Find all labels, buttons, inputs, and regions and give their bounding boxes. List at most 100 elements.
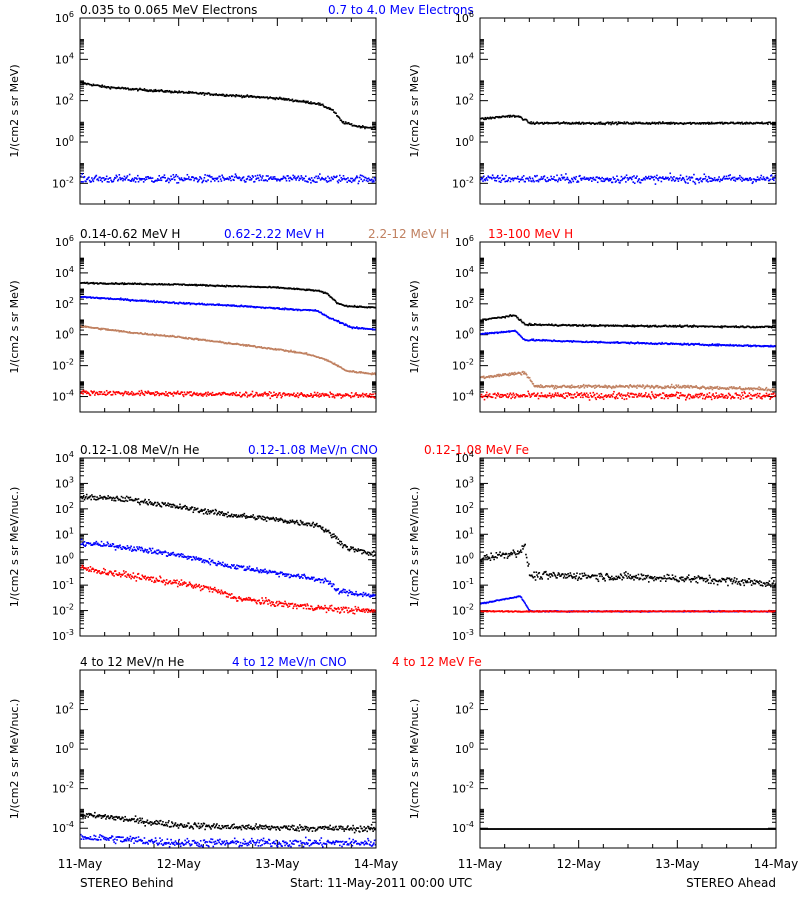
data-point — [265, 392, 268, 395]
data-point — [699, 177, 702, 179]
data-point — [744, 123, 747, 125]
data-point — [148, 392, 151, 395]
data-point — [708, 177, 711, 180]
data-point — [741, 180, 743, 182]
data-point — [265, 179, 267, 181]
data-point — [569, 180, 572, 183]
data-point — [154, 391, 157, 393]
data-point — [189, 394, 192, 396]
data-point — [338, 116, 340, 119]
data-point — [287, 392, 290, 395]
data-point — [151, 177, 154, 179]
data-point — [267, 393, 269, 395]
data-point — [580, 179, 583, 181]
data-point — [284, 176, 286, 179]
data-point — [105, 328, 108, 330]
data-point — [333, 111, 336, 114]
data-point — [154, 394, 156, 397]
data-point — [374, 179, 376, 181]
data-point — [357, 396, 360, 398]
data-point — [233, 176, 236, 179]
data-point — [368, 394, 371, 397]
data-point — [131, 394, 134, 396]
y-tick-label: 106 — [55, 234, 74, 249]
data-point — [577, 385, 580, 387]
data-point — [684, 181, 687, 184]
data-point — [219, 175, 221, 178]
data-point — [284, 394, 286, 397]
data-point — [240, 94, 243, 97]
data-point — [500, 317, 503, 319]
data-point — [282, 393, 284, 395]
data-point — [144, 390, 146, 393]
data-point — [506, 393, 509, 395]
data-point — [365, 393, 368, 395]
data-point — [359, 126, 362, 129]
data-point — [82, 392, 84, 395]
data-point — [134, 299, 137, 302]
data-point — [582, 385, 584, 387]
data-point — [282, 175, 285, 178]
data-point — [482, 395, 485, 398]
data-point — [689, 179, 692, 181]
data-point — [318, 177, 320, 179]
data-point — [151, 393, 153, 395]
data-point — [188, 90, 190, 93]
y-tick-label: 102 — [455, 296, 474, 311]
data-point — [535, 385, 538, 388]
data-point — [565, 178, 568, 181]
data-point — [494, 117, 496, 120]
data-point — [490, 117, 492, 120]
data-point — [117, 329, 120, 332]
data-point — [204, 174, 206, 176]
data-point — [106, 393, 109, 396]
data-point — [704, 122, 706, 124]
data-point — [316, 391, 319, 394]
data-point — [367, 396, 370, 398]
data-point — [773, 388, 775, 390]
data-point — [625, 325, 628, 328]
data-point — [222, 177, 225, 179]
data-point — [278, 307, 280, 309]
data-point — [637, 179, 640, 182]
data-point — [206, 174, 209, 177]
data-point — [304, 352, 307, 355]
data-point — [319, 173, 321, 175]
data-point — [269, 397, 272, 400]
data-point — [595, 386, 598, 388]
data-point — [698, 181, 700, 184]
data-point — [344, 122, 346, 125]
data-point — [750, 178, 753, 181]
data-point — [651, 121, 654, 124]
data-point — [522, 175, 525, 177]
data-point — [235, 391, 237, 394]
data-point — [605, 386, 607, 388]
data-point — [330, 392, 333, 395]
data-point — [210, 176, 213, 178]
data-point — [249, 176, 252, 179]
data-point — [320, 394, 323, 397]
data-point — [148, 89, 151, 91]
data-point — [157, 179, 160, 181]
data-point — [315, 393, 317, 396]
data-point — [695, 385, 697, 387]
data-point — [762, 176, 765, 178]
data-point — [242, 95, 245, 97]
data-point — [606, 177, 609, 180]
data-point — [131, 282, 134, 285]
data-point — [707, 386, 709, 389]
data-point — [774, 174, 776, 177]
data-point — [563, 384, 566, 387]
data-point — [358, 394, 361, 396]
data-point — [312, 179, 314, 182]
data-point — [128, 173, 131, 176]
data-point — [101, 180, 104, 183]
data-point — [173, 179, 176, 181]
data-point — [485, 391, 488, 394]
data-point — [507, 179, 509, 181]
data-point — [713, 386, 716, 389]
data-point — [647, 123, 649, 125]
data-point — [340, 119, 343, 122]
data-point — [517, 318, 520, 320]
